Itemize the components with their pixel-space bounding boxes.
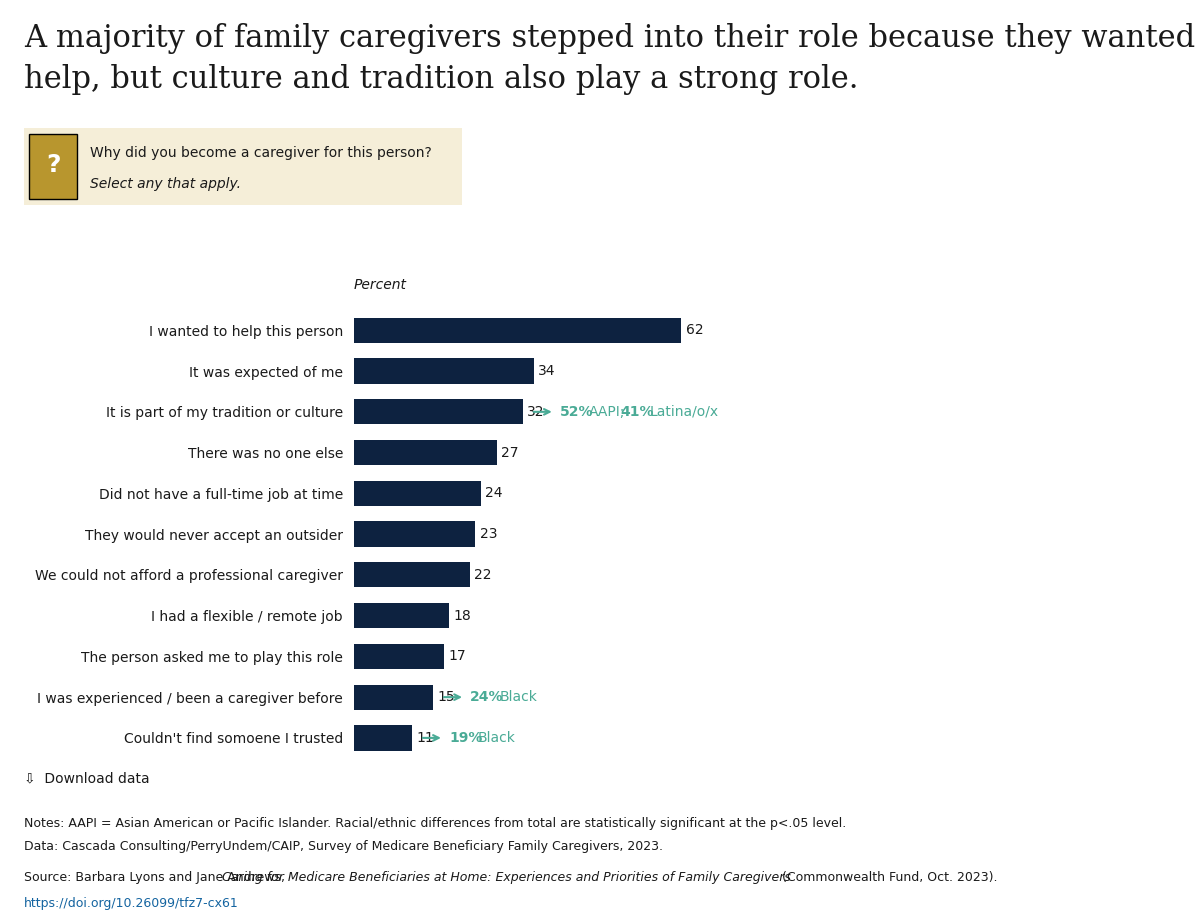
Text: Black: Black bbox=[499, 690, 538, 704]
Text: Latina/o/x: Latina/o/x bbox=[649, 404, 719, 419]
Bar bbox=[354, 399, 523, 425]
Text: https://doi.org/10.26099/tfz7-cx61: https://doi.org/10.26099/tfz7-cx61 bbox=[24, 897, 239, 909]
Text: 15: 15 bbox=[438, 690, 455, 704]
Bar bbox=[354, 481, 481, 506]
Text: help, but culture and tradition also play a strong role.: help, but culture and tradition also pla… bbox=[24, 64, 858, 95]
Text: ?: ? bbox=[46, 153, 60, 177]
Text: 27: 27 bbox=[500, 446, 518, 459]
Text: Data: Cascada Consulting/PerryUndem/CAIP, Survey of Medicare Beneficiary Family : Data: Cascada Consulting/PerryUndem/CAIP… bbox=[24, 840, 662, 853]
Bar bbox=[354, 359, 534, 383]
Text: 32: 32 bbox=[527, 404, 545, 419]
Text: Select any that apply.: Select any that apply. bbox=[90, 177, 241, 191]
Text: 24: 24 bbox=[485, 487, 503, 500]
Bar bbox=[354, 440, 497, 466]
FancyBboxPatch shape bbox=[29, 134, 78, 199]
Bar bbox=[354, 318, 682, 343]
Text: (Commonwealth Fund, Oct. 2023).: (Commonwealth Fund, Oct. 2023). bbox=[778, 871, 997, 884]
Text: 18: 18 bbox=[454, 609, 472, 623]
Bar bbox=[354, 603, 449, 628]
Text: Notes: AAPI = Asian American or Pacific Islander. Racial/ethnic differences from: Notes: AAPI = Asian American or Pacific … bbox=[24, 817, 846, 830]
Text: 23: 23 bbox=[480, 527, 497, 541]
Text: A majority of family caregivers stepped into their role because they wanted to: A majority of family caregivers stepped … bbox=[24, 23, 1200, 54]
Text: Black: Black bbox=[478, 731, 516, 745]
Text: ⇩  Download data: ⇩ Download data bbox=[24, 771, 150, 785]
Bar bbox=[354, 644, 444, 669]
Text: Caring for Medicare Beneficiaries at Home: Experiences and Priorities of Family : Caring for Medicare Beneficiaries at Hom… bbox=[222, 871, 791, 884]
Bar bbox=[354, 521, 475, 547]
Text: AAPI;: AAPI; bbox=[589, 404, 625, 419]
Bar bbox=[354, 562, 470, 587]
Text: Source: Barbara Lyons and Jane Andrews,: Source: Barbara Lyons and Jane Andrews, bbox=[24, 871, 289, 884]
Text: 34: 34 bbox=[538, 364, 556, 378]
Text: Why did you become a caregiver for this person?: Why did you become a caregiver for this … bbox=[90, 146, 432, 160]
Text: Percent: Percent bbox=[354, 278, 407, 292]
Text: 19%: 19% bbox=[449, 731, 482, 745]
Bar bbox=[354, 725, 412, 750]
Text: 17: 17 bbox=[448, 649, 466, 664]
Text: 52%: 52% bbox=[560, 404, 594, 419]
Text: 62: 62 bbox=[685, 323, 703, 337]
Text: 41%: 41% bbox=[620, 404, 654, 419]
Text: 22: 22 bbox=[474, 568, 492, 582]
Text: 11: 11 bbox=[416, 731, 434, 745]
Bar bbox=[354, 685, 433, 709]
Text: 24%: 24% bbox=[470, 690, 504, 704]
